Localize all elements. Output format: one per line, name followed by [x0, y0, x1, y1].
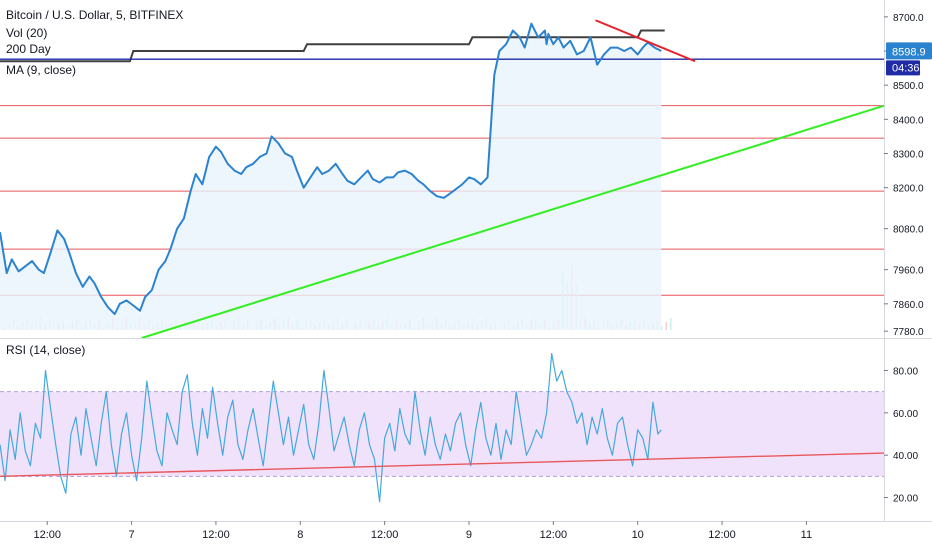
current-price-badge [886, 42, 932, 60]
time-axis-tick-label: 12:00 [708, 529, 736, 541]
rsi-support-trendline[interactable] [0, 452, 885, 478]
time-axis-tick-label: 9 [466, 529, 472, 541]
time-axis-tick-label: 12:00 [371, 529, 399, 541]
price-axis-tick-label: 8700.0 [893, 13, 924, 24]
price-pane[interactable] [0, 19, 885, 339]
time-axis-tick-label: 10 [632, 529, 644, 541]
volume-bar [665, 322, 667, 330]
rsi-band [0, 391, 884, 477]
rsi-axis-tick-label: 40.00 [893, 451, 918, 462]
volume-bar [661, 326, 663, 330]
time-axis-tick-label: 7 [129, 529, 135, 541]
current-price-badge-label: 8598.9 [892, 46, 926, 58]
price-axis-tick-label: 8300.0 [893, 150, 924, 161]
time-axis-tick-label: 11 [801, 529, 812, 541]
ma200-legend[interactable]: 200 Day [6, 42, 51, 56]
rsi-axis-tick-label: 20.00 [893, 494, 918, 505]
volume-bar [670, 318, 672, 330]
countdown-badge [886, 60, 920, 76]
price-line[interactable] [0, 22, 662, 316]
rsi-axis-tick-label: 80.00 [893, 367, 918, 378]
countdown-badge-label: 04:36 [892, 62, 920, 74]
resistance-trendline[interactable] [595, 19, 696, 63]
time-axis-tick-label: 8 [297, 529, 303, 541]
time-axis-tick-label: 12:00 [33, 529, 61, 541]
price-axis-tick-label: 8500.0 [893, 81, 924, 92]
price-axis-tick-label: 7860.0 [893, 300, 924, 311]
ma200-line [0, 29, 665, 63]
rsi-axis-tick-label: 60.00 [893, 409, 918, 420]
rsi-pane[interactable] [0, 353, 885, 503]
vol-legend[interactable]: Vol (20) [6, 26, 48, 40]
rsi-line[interactable] [0, 353, 662, 503]
price-axis-tick-label: 8200.0 [893, 184, 924, 195]
price-axis-tick-label: 7960.0 [893, 266, 924, 277]
time-axis-tick-label: 12:00 [540, 529, 568, 541]
symbol-legend[interactable]: Bitcoin / U.S. Dollar, 5, BITFINEX [6, 8, 184, 22]
price-axis-tick-label: 8080.0 [893, 225, 924, 236]
price-area [0, 23, 662, 330]
price-axis-tick-label: 7780.0 [893, 327, 924, 338]
time-axis-tick-label: 12:00 [202, 529, 230, 541]
rsi-band-fill [0, 391, 884, 477]
rsi-legend[interactable]: RSI (14, close) [6, 343, 86, 357]
ma9-legend[interactable]: MA (9, close) [6, 63, 77, 77]
support-trendline[interactable] [141, 104, 885, 339]
price-axis-tick-label: 8400.0 [893, 115, 924, 126]
